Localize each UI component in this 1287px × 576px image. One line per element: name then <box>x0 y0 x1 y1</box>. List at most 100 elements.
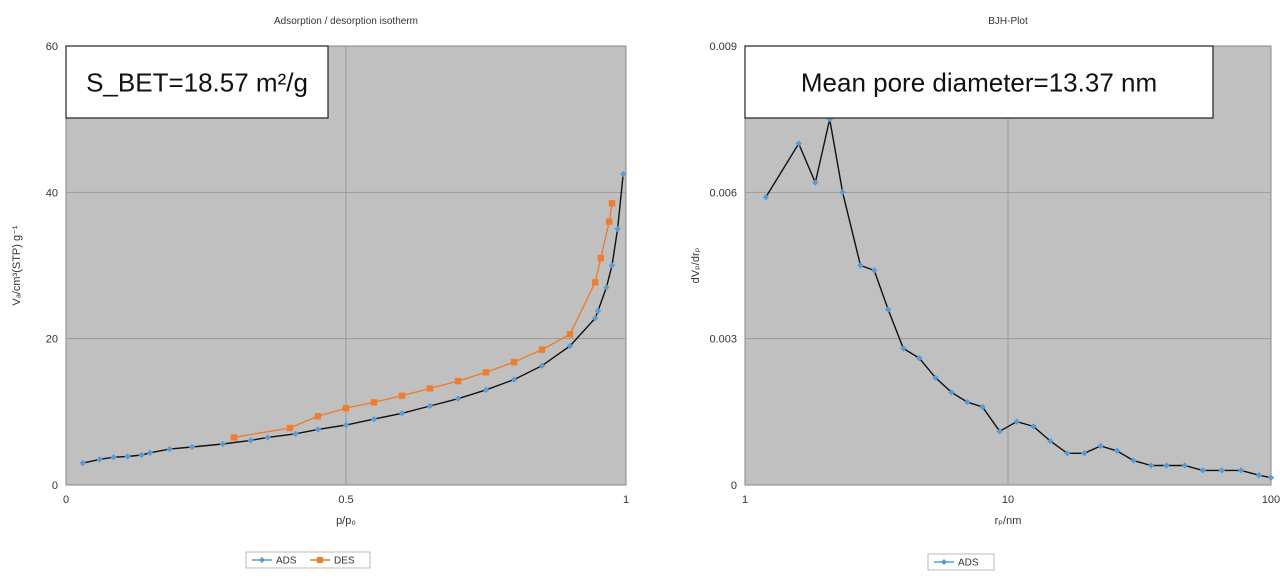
data-point-ads <box>996 428 1003 435</box>
data-point-ads <box>762 194 770 201</box>
data-point-ads <box>219 440 226 448</box>
data-point-ads <box>1267 474 1275 481</box>
data-point-ads <box>608 262 616 269</box>
x-tick-label: 10 <box>1002 494 1014 506</box>
data-point-des <box>370 399 378 406</box>
data-point-ads <box>398 410 406 417</box>
y-tick-label: 0 <box>52 480 58 492</box>
data-point-ads <box>1064 450 1071 457</box>
data-point-ads <box>812 179 819 186</box>
data-point-des <box>482 369 490 376</box>
data-point-ads <box>1199 467 1206 474</box>
data-point-ads <box>594 307 602 315</box>
data-point-des <box>342 404 350 412</box>
x-axis-label: p/p₀ <box>336 515 356 527</box>
data-point-ads <box>979 403 986 411</box>
data-point-ads <box>1047 437 1054 445</box>
data-point-ads <box>1218 467 1225 474</box>
legend-swatch-marker <box>259 557 265 563</box>
data-point-ads <box>1147 462 1155 469</box>
data-point-ads <box>138 451 145 459</box>
data-point-ads <box>370 415 378 423</box>
data-point-ads <box>948 389 955 396</box>
data-point-ads <box>620 170 627 178</box>
data-point-ads <box>482 386 490 394</box>
data-point-ads <box>146 449 154 457</box>
legend-swatch-marker <box>317 557 323 563</box>
data-point-ads <box>1163 462 1170 469</box>
data-point-ads <box>839 189 846 196</box>
x-tick-label: 0.5 <box>338 494 353 506</box>
bjh-chart: BJH-Plot 0 0.003 0.006 0.009 1 10 100 rₚ/nm dVₚ/d… <box>690 16 1280 571</box>
data-point-ads <box>871 267 878 274</box>
y-axis-label: Vₐ/cm³(STP) g⁻¹ <box>11 225 23 306</box>
data-point-ads <box>964 398 971 406</box>
data-point-ads <box>566 342 574 350</box>
data-point-ads <box>510 376 518 383</box>
x-axis-label: rₚ/nm <box>995 515 1022 527</box>
legend-box <box>927 553 995 571</box>
annotation-box <box>65 45 329 119</box>
legend-label-des: DES <box>334 556 355 567</box>
chart-title: BJH-Plot <box>988 16 1028 27</box>
data-point-des <box>510 358 518 366</box>
data-point-des <box>538 346 546 353</box>
series-line-ads <box>82 173 624 464</box>
data-point-ads <box>454 395 462 402</box>
data-point-ads <box>426 402 434 410</box>
data-point-ads <box>247 437 254 444</box>
data-point-ads <box>614 225 621 233</box>
data-point-ads <box>1113 447 1121 455</box>
data-point-ads <box>1181 462 1188 469</box>
data-point-ads <box>264 434 271 441</box>
data-point-des <box>606 218 613 225</box>
annotation-box <box>744 45 1214 119</box>
data-point-ads <box>110 453 117 461</box>
data-point-ads <box>932 374 939 381</box>
x-tick-label: 1 <box>742 494 748 506</box>
y-tick-label: 0.003 <box>709 334 737 346</box>
legend-label-ads: ADS <box>276 556 297 567</box>
data-point-ads <box>900 345 907 352</box>
data-point-ads <box>1030 423 1037 430</box>
x-tick-label: 100 <box>1262 494 1280 506</box>
annotation-text: Mean pore diameter=13.37 nm <box>801 67 1157 97</box>
data-point-des <box>597 254 604 262</box>
y-tick-label: 0.009 <box>709 41 737 53</box>
y-axis-label: dVₚ/drₚ <box>690 247 702 283</box>
data-point-ads <box>292 430 299 437</box>
data-point-ads <box>124 453 131 460</box>
data-point-ads <box>603 284 610 291</box>
data-point-ads <box>96 456 103 463</box>
y-tick-label: 60 <box>46 41 58 53</box>
data-point-des <box>426 385 434 392</box>
data-point-ads <box>1237 467 1245 474</box>
isotherm-chart: Adsorption / desorption isotherm 0 20 40 60 0… <box>11 16 629 569</box>
data-point-ads <box>857 262 864 269</box>
data-point-ads <box>795 140 802 147</box>
annotation-text: S_BET=18.57 m²/g <box>86 67 308 97</box>
y-tick-label: 40 <box>46 187 58 199</box>
legend: ADS <box>927 553 995 571</box>
data-point-des <box>398 392 406 399</box>
data-point-des <box>230 434 238 441</box>
data-point-des <box>608 200 616 207</box>
x-tick-label: 1 <box>623 494 629 506</box>
data-point-ads <box>1013 418 1020 425</box>
data-point-ads <box>79 459 86 467</box>
data-point-ads <box>1130 457 1137 464</box>
data-point-ads <box>166 445 173 453</box>
data-point-des <box>566 331 574 338</box>
data-point-ads <box>314 426 322 433</box>
data-point-des <box>314 413 322 420</box>
y-tick-label: 0 <box>731 480 737 492</box>
data-point-des <box>454 377 462 385</box>
data-point-ads <box>1097 442 1104 450</box>
x-tick-label: 0 <box>63 494 69 506</box>
data-point-des <box>286 424 294 432</box>
data-point-ads <box>884 306 892 313</box>
chart-title: Adsorption / desorption isotherm <box>274 16 418 27</box>
data-point-ads <box>916 354 923 362</box>
data-point-ads <box>538 362 546 369</box>
